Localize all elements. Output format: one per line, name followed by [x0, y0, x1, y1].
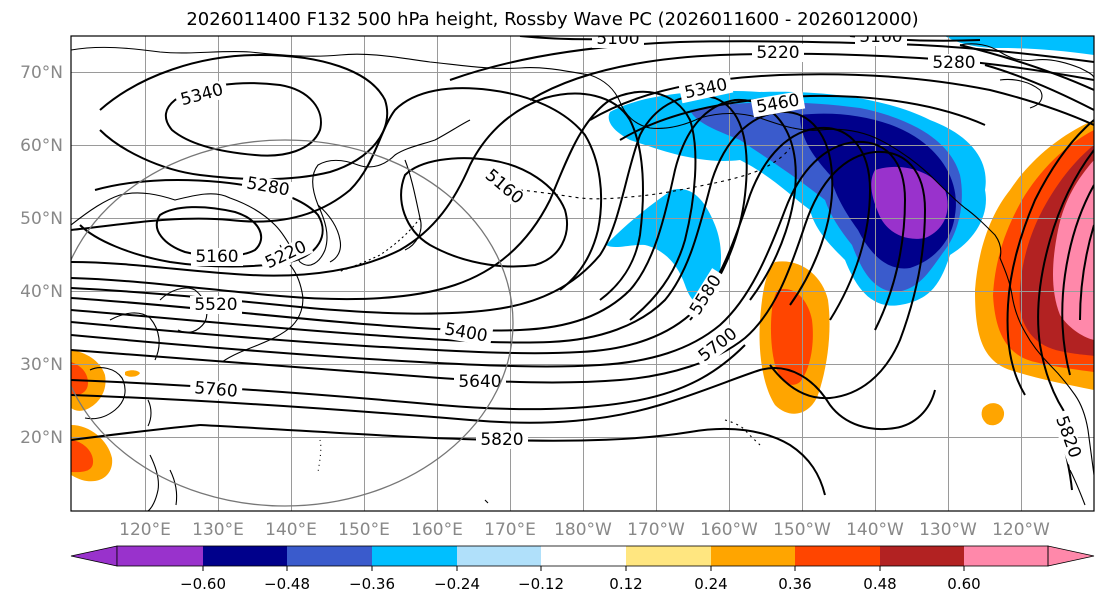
map-frame [70, 35, 1095, 512]
colorbar-segment [795, 546, 880, 566]
colorbar-tick-label: −0.36 [349, 575, 395, 593]
contour-label: 5280 [928, 53, 980, 73]
svg-text:5160: 5160 [859, 27, 902, 47]
lon-label: 150°W [773, 520, 831, 540]
negative-anomaly-arctic [945, 36, 1094, 55]
lon-label: 120°E [119, 520, 171, 540]
lon-label: 160°E [411, 520, 463, 540]
colorbar-segment [287, 546, 372, 566]
contour-label: 5100 [592, 29, 644, 49]
positive-anomaly-small [981, 403, 1005, 426]
colorbar-tick-label: 0.12 [609, 575, 642, 593]
lon-label: 140°W [846, 520, 904, 540]
colorbar-segment [964, 546, 1048, 566]
height-contours [71, 36, 1094, 496]
lat-label: 50°N [20, 209, 63, 229]
negative-anomaly-core [871, 166, 948, 239]
svg-text:5220: 5220 [756, 43, 799, 63]
svg-text:5640: 5640 [458, 372, 501, 392]
contour-label: 5820 [476, 430, 528, 450]
lat-label: 20°N [20, 428, 63, 448]
colorbar-segment [457, 546, 541, 566]
lat-label: 40°N [20, 282, 63, 302]
colorbar-tick-label: 0.36 [778, 575, 811, 593]
colorbar-segment [711, 546, 795, 566]
colorbar-segment [880, 546, 964, 566]
lon-label: 160°W [700, 520, 758, 540]
lon-label: 170°W [627, 520, 685, 540]
longitude-labels: 120°E 130°E 140°E 150°E 160°E 170°E 180°… [119, 520, 1050, 540]
map-title: 2026011400 F132 500 hPa height, Rossby W… [186, 9, 919, 30]
colorbar-tick-label: −0.60 [180, 575, 226, 593]
lon-label: 180°W [554, 520, 612, 540]
colorbar-extend-high [1047, 545, 1095, 567]
svg-text:5760: 5760 [194, 378, 239, 402]
contour-label: 5220 [752, 43, 804, 63]
contour-label: 5760 [189, 378, 243, 402]
lon-label: 130°E [192, 520, 244, 540]
contour-label: 5520 [190, 295, 242, 315]
lon-label: 120°W [992, 520, 1050, 540]
colorbar-tick-label: −0.24 [434, 575, 480, 593]
lon-label: 140°E [265, 520, 317, 540]
colorbar-segment [117, 546, 203, 566]
svg-text:5280: 5280 [932, 53, 975, 73]
contour-label: 5340 [174, 79, 230, 111]
contour-label: 5160 [855, 27, 907, 47]
svg-text:5520: 5520 [194, 295, 237, 315]
lon-label: 130°W [919, 520, 977, 540]
lat-label: 60°N [20, 136, 63, 156]
colorbar-tick-label: 0.60 [947, 575, 980, 593]
lat-label: 70°N [20, 63, 63, 83]
svg-text:5100: 5100 [596, 29, 639, 49]
svg-text:5160: 5160 [195, 247, 238, 267]
lon-label: 170°E [484, 520, 536, 540]
contour-label: 5640 [454, 372, 506, 392]
colorbar-segment [372, 546, 457, 566]
contour-label: 5160 [191, 247, 243, 267]
positive-anomaly-tiny [125, 370, 140, 377]
colorbar-segment [203, 546, 287, 566]
colorbar-tick-label: 0.48 [863, 575, 896, 593]
latitude-labels: 70°N 60°N 50°N 40°N 30°N 20°N [20, 63, 63, 448]
positive-anomaly-west-1-core [71, 362, 88, 396]
svg-text:5820: 5820 [480, 430, 523, 450]
colorbar-segment [541, 546, 626, 566]
colorbar-tick-label: −0.48 [264, 575, 310, 593]
region-circle [71, 139, 514, 507]
lon-label: 150°E [338, 520, 390, 540]
colorbar-tick-label: −0.12 [518, 575, 564, 593]
lat-label: 30°N [20, 355, 63, 375]
colorbar-tick-label: 0.24 [694, 575, 727, 593]
colorbar-extend-low [70, 545, 118, 567]
colorbar-segment [626, 546, 711, 566]
positive-anomaly-west-2-core [71, 440, 94, 473]
colorbar: −0.60 −0.48 −0.36 −0.24 −0.12 0.12 0.24 … [70, 545, 1095, 593]
